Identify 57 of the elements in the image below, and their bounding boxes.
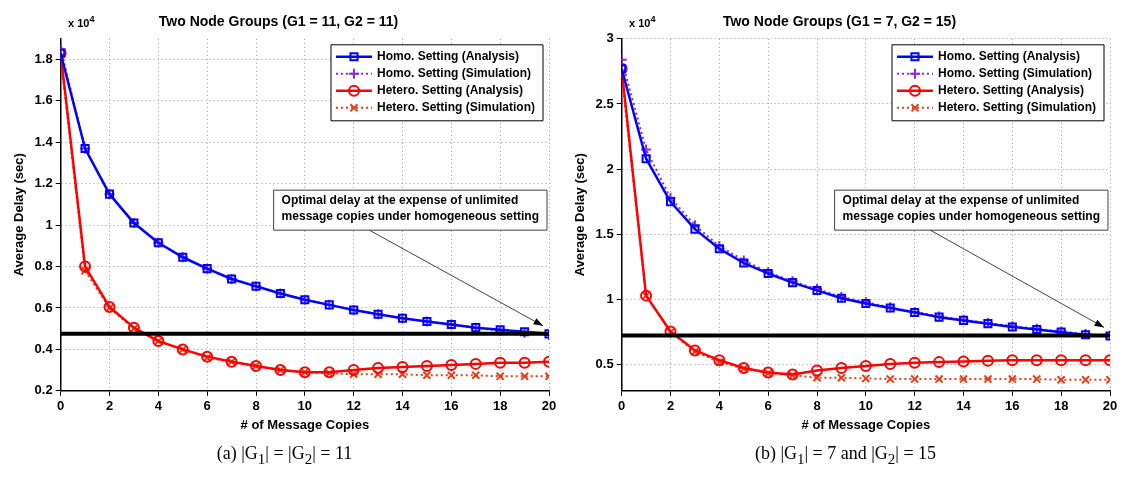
x-tick-label: 4 <box>715 398 724 414</box>
x-tick-label: 2 <box>105 398 114 414</box>
annotation: Optimal delay at the expense of unlimited message copies under homogeneous setting <box>281 193 539 224</box>
x-tick-label: 6 <box>764 398 772 414</box>
legend-label: Hetero. Setting (Analysis) <box>938 83 1085 98</box>
x-tick-label: 0 <box>618 398 626 414</box>
legend-label: Hetero. Setting (Analysis) <box>377 83 524 98</box>
x-tick-label: 0 <box>57 398 65 414</box>
text: x 10$^{4}$ <box>68 14 95 29</box>
x-tick-label: 14 <box>956 398 972 414</box>
x-tick-label: 10 <box>297 398 313 414</box>
x-tick-label: 18 <box>1053 398 1069 414</box>
y-tick-label: 0.6 <box>34 299 53 315</box>
x-tick-label: 12 <box>346 398 361 414</box>
annotation: Optimal delay at the expense of unlimited message copies under homogeneous setting <box>842 193 1100 224</box>
y-tick-label: 1.6 <box>34 92 53 108</box>
x-axis-title: # of Message Copies <box>240 416 370 432</box>
y-tick-label: 1.8 <box>34 51 53 67</box>
legend-label: Homo. Setting (Analysis) <box>938 49 1081 64</box>
y-tick-label: 0.5 <box>595 356 614 372</box>
legend-label: Homo. Setting (Analysis) <box>377 49 520 64</box>
y-tick-label: 1.4 <box>34 133 54 149</box>
text: x 10$^{4}$ <box>629 14 656 29</box>
y-tick-label: 1 <box>606 291 614 307</box>
legend-label: Homo. Setting (Simulation) <box>938 66 1092 81</box>
y-tick-label: 1.5 <box>595 225 614 241</box>
x-tick-label: 20 <box>541 398 557 414</box>
x-tick-label: 16 <box>1005 398 1020 414</box>
y-tick-label: 3 <box>606 30 614 46</box>
y-tick-label: 0.2 <box>34 382 53 398</box>
y-tick-label: 1.2 <box>34 175 53 191</box>
x-tick-label: 10 <box>858 398 874 414</box>
x-tick-label: 6 <box>203 398 211 414</box>
y-axis-title: Average Delay (sec) <box>11 153 27 277</box>
legend-label: Hetero. Setting (Simulation) <box>938 100 1097 115</box>
x-tick-label: 18 <box>492 398 508 414</box>
x-tick-label: 14 <box>395 398 411 414</box>
x-tick-label: 4 <box>154 398 163 414</box>
x-tick-label: 2 <box>666 398 675 414</box>
chart-title: Two Node Groups (G1 = 7, G2 = 15) <box>722 13 957 30</box>
x-tick-label: 12 <box>907 398 922 414</box>
y-tick-label: 1 <box>45 216 53 232</box>
x-tick-label: 20 <box>1102 398 1118 414</box>
x-tick-label: 16 <box>444 398 459 414</box>
x-tick-label: 8 <box>252 398 260 414</box>
legend-label: Hetero. Setting (Simulation) <box>377 100 536 115</box>
y-axis-title: Average Delay (sec) <box>572 153 588 277</box>
legend-label: Homo. Setting (Simulation) <box>377 66 531 81</box>
y-tick-label: 2.5 <box>595 95 614 111</box>
y-tick-label: 0.8 <box>34 258 53 274</box>
text: (b) |G$_{1}$| = 7 and |G$_{2}$| = 15 <box>753 443 938 468</box>
y-tick-label: 0.4 <box>34 340 54 356</box>
x-tick-label: 8 <box>813 398 821 414</box>
chart-title: Two Node Groups (G1 = 11, G2 = 11) <box>158 13 399 30</box>
y-tick-label: 2 <box>606 160 614 176</box>
x-axis-title: # of Message Copies <box>801 416 931 432</box>
text: (a) |G$_{1}$| = |G$_{2}$| = 11 <box>215 443 354 468</box>
